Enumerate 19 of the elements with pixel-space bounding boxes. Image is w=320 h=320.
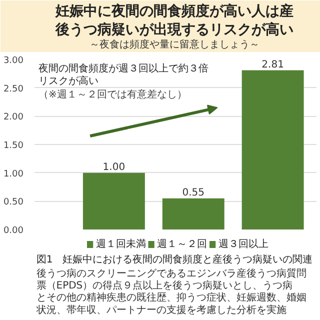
data-label: 1.00 <box>102 162 126 173</box>
y-tick-label: 2.00 <box>3 112 24 123</box>
y-tick-label: 2.50 <box>3 84 24 94</box>
y-tick-label: 1.00 <box>3 169 24 180</box>
y-tick-label: 0.50 <box>3 198 24 208</box>
data-label: 0.55 <box>182 187 205 198</box>
text: 後うつ病のスクリーニングであるエジンバラ産後うつ病質問票（EPDS）の得点９点以上を後うつ病疑いとし、うつ病とその他の精神疾患の既往歴、抑うつ症状、妊娠週数、婚姻状況、帯年収、パートナーの支援を考慮した分析を実施 <box>35 268 306 316</box>
data-label: 2.81 <box>262 59 284 70</box>
y-tick-label: 3.00 <box>3 56 24 66</box>
chart-subtitle: ～夜食は頻度や量に留意しましょう～ <box>90 38 260 50</box>
annotation: （※週１～２回では有意差なし） <box>38 88 187 100</box>
caption: 図1 妊娠中における夜間の間食頻度と産後うつ病疑いの関連 <box>36 254 313 266</box>
legend-label: 週１回未満 <box>96 238 146 250</box>
legend-label: 週３回以上 <box>218 238 268 250</box>
annotation: 夜間の間食頻度が週３回以上で約３倍リスクが高い <box>38 62 208 88</box>
y-tick-label: 1.50 <box>3 141 24 151</box>
legend-label: 週１～２回 <box>157 239 207 250</box>
y-tick-label: 0.00 <box>3 226 24 236</box>
chart-title: 妊娠中に夜間の間食頻度が高い人は産後うつ病疑いが出現するリスクが高い <box>54 2 294 38</box>
